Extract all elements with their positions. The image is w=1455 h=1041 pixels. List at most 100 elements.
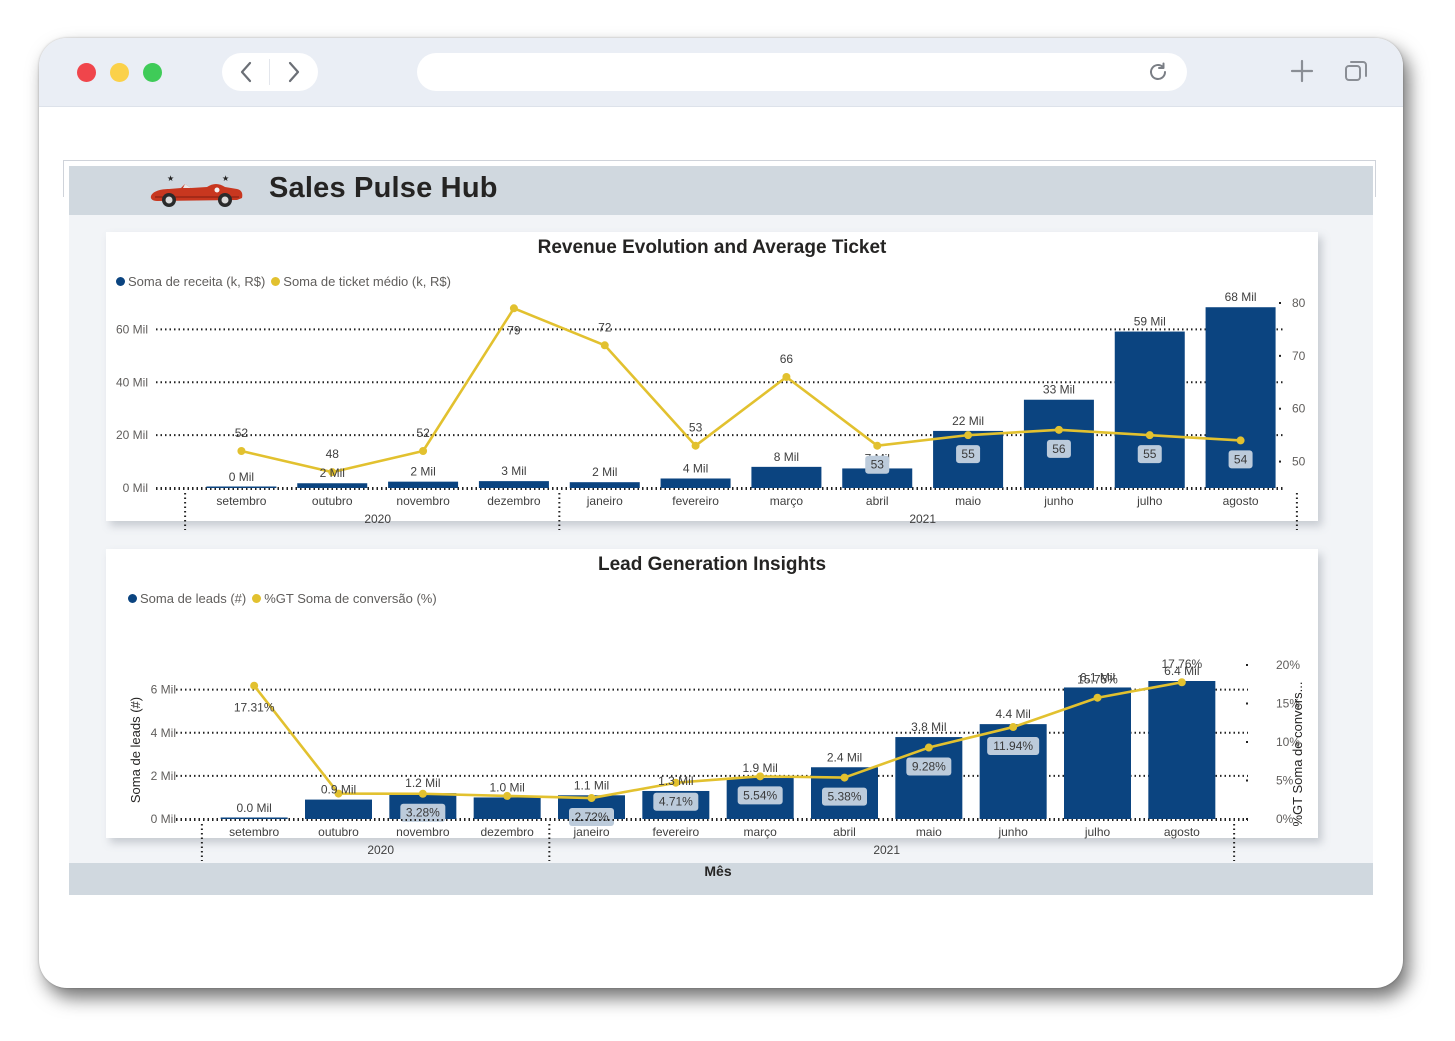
bar bbox=[473, 797, 541, 819]
forward-button[interactable] bbox=[270, 53, 317, 91]
legend-swatch-line bbox=[271, 276, 281, 286]
line-point bbox=[237, 447, 246, 455]
line-data-label: 5.38% bbox=[827, 790, 861, 804]
x-tick-label: dezembro bbox=[487, 494, 541, 508]
line-point bbox=[924, 743, 933, 752]
y2-tick-label: 80 bbox=[1292, 296, 1306, 310]
revenue-chart-legend[interactable]: Soma de receita (k, R$) Soma de ticket m… bbox=[116, 272, 457, 290]
leads-chart-title: Lead Generation Insights bbox=[597, 554, 827, 575]
y-tick-label: 0 Mil bbox=[123, 481, 148, 495]
bar-data-label: 6.1 Mil bbox=[1080, 670, 1115, 684]
line-point bbox=[756, 772, 765, 781]
bar-data-label: 8 Mil bbox=[774, 450, 799, 464]
line-data-label: 48 bbox=[326, 447, 340, 461]
bar-data-label: 6.4 Mil bbox=[1164, 664, 1199, 678]
line-label-box bbox=[400, 803, 446, 822]
x-tick-label: janeiro bbox=[586, 494, 623, 508]
legend-swatch-bar bbox=[128, 593, 137, 603]
line-data-label: 3.28% bbox=[406, 806, 440, 820]
x-tick-label: julho bbox=[1136, 494, 1163, 508]
line-point bbox=[1145, 431, 1154, 440]
bar-data-label: 1.9 Mil bbox=[742, 761, 777, 775]
back-button[interactable] bbox=[222, 53, 269, 91]
line-data-label: 52 bbox=[235, 426, 249, 440]
line-data-label: 9.28% bbox=[912, 760, 946, 774]
line-label-box bbox=[1137, 445, 1162, 464]
bar-data-label: 33 Mil bbox=[1043, 383, 1075, 397]
legend-item-receita[interactable]: Soma de receita (k, R$) bbox=[116, 274, 265, 289]
leads-chart-card[interactable]: Lead Generation Insights Soma de leads (… bbox=[106, 549, 1318, 879]
minimize-window-button[interactable] bbox=[110, 63, 129, 82]
y-tick-label: 4 Mil bbox=[151, 726, 176, 740]
reload-icon[interactable] bbox=[1147, 61, 1169, 83]
close-window-button[interactable] bbox=[77, 63, 96, 82]
line-data-label: 52 bbox=[416, 426, 430, 440]
line-label-box bbox=[737, 786, 783, 805]
line-point bbox=[1093, 693, 1102, 702]
line-point bbox=[334, 789, 343, 798]
svg-text:★: ★ bbox=[167, 174, 174, 183]
y-tick-label: 6 Mil bbox=[151, 683, 176, 697]
red-car-icon: ★ ★ bbox=[150, 174, 243, 207]
x-tick-label: fevereiro bbox=[652, 825, 699, 839]
line-point bbox=[691, 441, 700, 450]
line-point bbox=[1236, 436, 1245, 445]
bar-data-label: 1.3 Mil bbox=[658, 774, 693, 788]
y2-tick-label: 10% bbox=[1276, 735, 1300, 749]
x-tick-label: agosto bbox=[1223, 494, 1259, 508]
bar-data-label: 22 Mil bbox=[952, 414, 984, 428]
bar bbox=[220, 817, 288, 819]
revenue-chart-plot[interactable]: 0 Mil 20 Mil 40 Mil 60 Mil 50 60 70 80 0 Mil 2 Mi… bbox=[106, 232, 1318, 532]
y-axis-title: Soma de leads (#) bbox=[128, 697, 143, 803]
line-data-label: 53 bbox=[689, 421, 703, 435]
x-group-label: 2021 bbox=[873, 843, 900, 857]
line-point bbox=[840, 773, 849, 782]
bar-data-label: 1.2 Mil bbox=[405, 776, 440, 790]
line-label-box bbox=[1228, 450, 1253, 469]
address-bar[interactable] bbox=[417, 53, 1187, 91]
x-tick-label: fevereiro bbox=[672, 494, 719, 508]
tabs-overview-icon[interactable] bbox=[1344, 59, 1368, 83]
y-tick-label: 0 Mil bbox=[151, 812, 176, 826]
line-point bbox=[964, 431, 973, 440]
bar bbox=[388, 481, 459, 488]
y-tick-label: 20 Mil bbox=[116, 428, 148, 442]
line-data-label: 5.54% bbox=[743, 788, 777, 802]
x-tick-label: setembro bbox=[229, 825, 279, 839]
bar bbox=[305, 799, 372, 819]
legend-item-conversao[interactable]: %GT Soma de conversão (%) bbox=[252, 591, 437, 606]
x-group-label: 2021 bbox=[909, 512, 936, 526]
revenue-chart-title: Revenue Evolution and Average Ticket bbox=[537, 237, 887, 258]
line-data-label: 72 bbox=[598, 320, 612, 334]
leads-chart-plot[interactable]: 0 Mil 2 Mil 4 Mil 6 Mil 0% 5% 10% 15% 20% 0.0 Mil… bbox=[106, 549, 1318, 879]
chevron-right-icon bbox=[288, 61, 299, 83]
x-tick-label: novembro bbox=[396, 825, 450, 839]
line-point bbox=[1177, 678, 1186, 687]
x-tick-label: janeiro bbox=[572, 825, 609, 839]
line-label-box bbox=[956, 445, 981, 464]
bar bbox=[478, 481, 549, 488]
bar-data-label: 59 Mil bbox=[1134, 315, 1166, 329]
legend-item-leads[interactable]: Soma de leads (#) bbox=[128, 591, 246, 606]
line-point bbox=[1009, 723, 1018, 732]
bar-data-label: 2.4 Mil bbox=[827, 750, 862, 764]
maximize-window-button[interactable] bbox=[143, 63, 162, 82]
new-tab-icon[interactable] bbox=[1289, 58, 1315, 84]
bar-data-label: 2 Mil bbox=[592, 465, 617, 479]
x-tick-label: março bbox=[743, 825, 777, 839]
line-label-box bbox=[822, 787, 867, 806]
line-label-box bbox=[906, 757, 952, 776]
bar-data-label: 1.0 Mil bbox=[489, 780, 524, 794]
x-tick-label: setembro bbox=[216, 494, 266, 508]
x-tick-label: dezembro bbox=[480, 825, 534, 839]
x-tick-label: outubro bbox=[312, 494, 353, 508]
chevron-left-icon bbox=[240, 61, 251, 83]
revenue-chart-card[interactable]: Revenue Evolution and Average Ticket Som… bbox=[106, 232, 1318, 530]
line-data-label: 55 bbox=[961, 447, 975, 461]
y-tick-label: 2 Mil bbox=[151, 769, 176, 783]
bar bbox=[1114, 331, 1185, 488]
legend-item-ticket[interactable]: Soma de ticket médio (k, R$) bbox=[271, 274, 451, 289]
line-data-label: 15.75% bbox=[1077, 673, 1118, 687]
bar-data-label: 3.8 Mil bbox=[911, 720, 946, 734]
leads-chart-legend[interactable]: Soma de leads (#) %GT Soma de conversão … bbox=[128, 589, 443, 607]
